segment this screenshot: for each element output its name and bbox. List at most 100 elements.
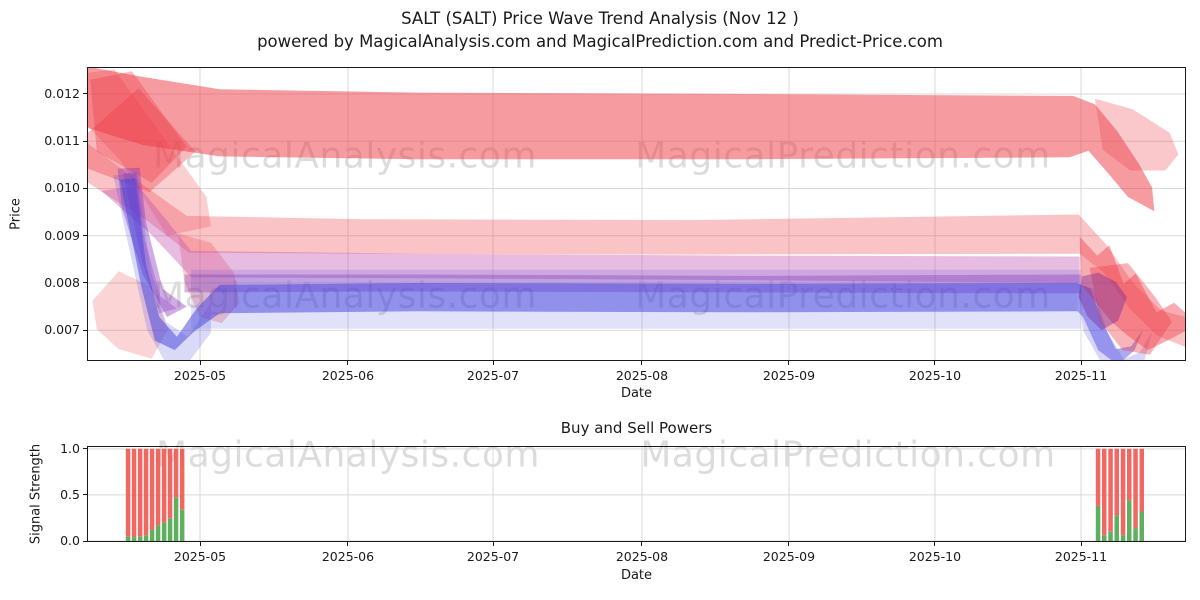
y-tick-label: 0.007 (44, 322, 80, 338)
x-tick-label: 2025-10 (908, 368, 962, 383)
sell-bar (161, 448, 167, 523)
buy-bar (131, 537, 137, 541)
sell-bar (173, 448, 179, 498)
band-top-red-band (88, 68, 1155, 212)
y-tick-label: 1.0 (60, 440, 80, 456)
signal-chart-title: Buy and Sell Powers (560, 419, 713, 437)
buy-bar (1095, 506, 1101, 541)
sell-bar (167, 448, 173, 519)
band-blue-right-main (1077, 283, 1144, 360)
y-tick-label: 0.010 (44, 180, 80, 196)
x-tick-label: 2025-05 (173, 549, 227, 564)
x-tick-label: 2025-06 (321, 549, 375, 564)
x-tick-label: 2025-08 (615, 368, 669, 383)
band-mauve-band (101, 186, 1080, 283)
y-tick-mark (83, 235, 87, 237)
sell-bar (179, 448, 185, 510)
buy-bar (1108, 531, 1113, 541)
x-tick-mark (641, 542, 643, 546)
sell-bar (137, 448, 143, 537)
x-tick-label: 2025-11 (1054, 549, 1108, 564)
buy-bar (137, 536, 143, 541)
signal-chart-plot-area (87, 446, 1186, 542)
sell-bar (149, 448, 155, 530)
x-tick-label: 2025-07 (466, 549, 520, 564)
buy-bar (161, 522, 167, 541)
x-tick-label: 2025-07 (466, 368, 520, 383)
buy-bar (149, 529, 155, 541)
sell-bar (1114, 448, 1119, 516)
y-tick-label: 0.008 (44, 274, 80, 290)
x-tick-mark (788, 361, 790, 365)
x-tick-mark (641, 361, 643, 365)
buy-bar (173, 497, 179, 541)
x-tick-mark (1080, 542, 1082, 546)
band-pale-descend-band (88, 143, 1185, 347)
y-tick-label: 0.012 (44, 85, 80, 101)
band-right-red-zigzag (1079, 236, 1185, 351)
sell-bar (155, 448, 161, 526)
buy-bar (1133, 528, 1138, 541)
y-tick-mark (83, 540, 87, 542)
x-tick-label: 2025-09 (762, 368, 816, 383)
x-tick-mark (934, 361, 936, 365)
price-wave-bands-svg (88, 68, 1185, 360)
x-tick-label: 2025-05 (173, 368, 227, 383)
y-tick-mark (83, 494, 87, 496)
band-right-purple-blob (1078, 272, 1127, 331)
buy-bar (1120, 535, 1126, 541)
x-tick-mark (1080, 361, 1082, 365)
sell-bar (143, 448, 149, 536)
date-axis-label-bottom: Date (620, 568, 653, 583)
x-tick-mark (347, 361, 349, 365)
price-chart-plot-area (87, 67, 1186, 361)
chart-title: SALT (SALT) Price Wave Trend Analysis (N… (401, 9, 799, 28)
band-right-red-diamond (1089, 263, 1172, 355)
buy-bar (155, 525, 161, 541)
y-tick-mark (83, 282, 87, 284)
sell-bar (125, 448, 131, 537)
sell-bar (1102, 448, 1107, 536)
x-tick-mark (492, 361, 494, 365)
band-right-pink-tail (1095, 98, 1179, 171)
y-tick-mark (83, 140, 87, 142)
buy-bar (179, 509, 185, 541)
x-tick-label: 2025-11 (1054, 368, 1108, 383)
sell-bar (1095, 448, 1101, 506)
sell-bar (1127, 448, 1132, 501)
x-tick-label: 2025-08 (615, 549, 669, 564)
buy-bar (1127, 500, 1132, 541)
buy-bar (125, 536, 131, 541)
y-tick-mark (83, 329, 87, 331)
x-tick-mark (199, 542, 201, 546)
band-blue-main-band (119, 178, 1078, 351)
sell-bar (131, 448, 137, 538)
buy-bar (143, 535, 149, 541)
date-axis-label-top: Date (620, 386, 653, 401)
y-tick-label: 0.011 (44, 133, 80, 149)
sell-bar (1133, 448, 1138, 529)
sell-bar (1120, 448, 1126, 536)
watermark-prediction-bottom: MagicalPrediction.com (640, 434, 1056, 476)
chart-subtitle: powered by MagicalAnalysis.com and Magic… (257, 32, 943, 51)
y-tick-mark (83, 187, 87, 189)
price-axis-label: Price (8, 198, 24, 230)
y-tick-label: 0.0 (60, 533, 80, 548)
y-tick-mark (83, 448, 87, 450)
x-tick-mark (492, 542, 494, 546)
buy-sell-bars-svg (88, 447, 1185, 541)
buy-bar (1139, 511, 1144, 541)
band-blue-right-dip-halo (1077, 283, 1153, 360)
buy-bar (1102, 535, 1107, 541)
y-tick-mark (83, 93, 87, 95)
x-tick-mark (199, 361, 201, 365)
x-tick-mark (934, 542, 936, 546)
y-tick-label: 0.009 (44, 227, 80, 243)
sell-bar (1139, 448, 1144, 512)
x-tick-label: 2025-06 (321, 368, 375, 383)
x-tick-mark (347, 542, 349, 546)
x-tick-label: 2025-09 (762, 549, 816, 564)
sell-bar (1108, 448, 1113, 532)
x-tick-mark (788, 542, 790, 546)
